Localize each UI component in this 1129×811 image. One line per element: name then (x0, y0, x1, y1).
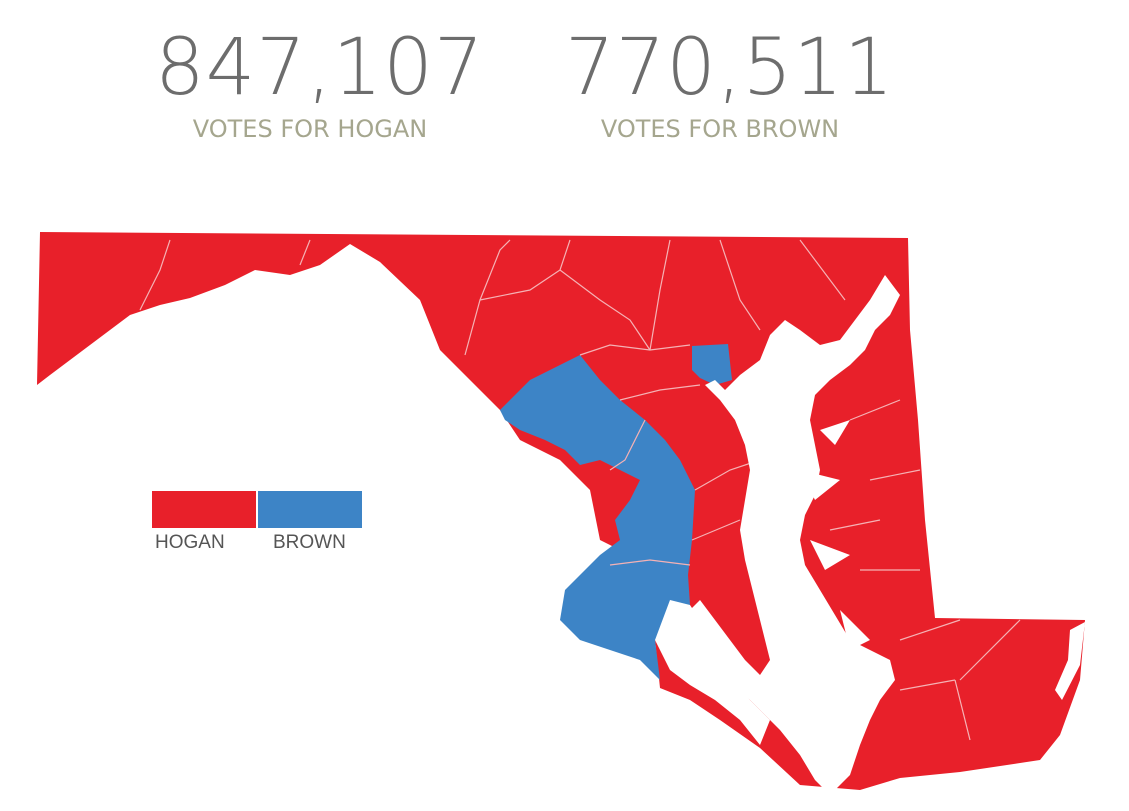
hogan-vote-label: VOTES FOR HOGAN (192, 115, 428, 143)
eastern-shore-inlet-4 (840, 610, 870, 650)
coastal-bay (1055, 622, 1085, 700)
brown-counties-south (500, 355, 695, 680)
legend-label-brown: BROWN (273, 532, 346, 553)
hogan-vote-total: 847,107 VOTES FOR HOGAN (155, 22, 485, 144)
brown-vote-count: 770,511 (565, 23, 895, 113)
chesapeake-bay (690, 275, 900, 795)
brown-vote-label: VOTES FOR BROWN (600, 115, 840, 143)
county-borders (139, 239, 1021, 741)
eastern-shore-inlet-3 (810, 540, 850, 570)
brown-county-baltimore-city (692, 344, 732, 385)
eastern-shore-inlet-2 (800, 470, 840, 500)
hogan-vote-count: 847,107 (155, 23, 485, 113)
eastern-shore-inlet-1 (820, 420, 850, 445)
legend-label-hogan: HOGAN (155, 532, 225, 553)
potomac-river (655, 600, 770, 745)
brown-vote-total: 770,511 VOTES FOR BROWN (565, 22, 895, 144)
legend-swatch-hogan (152, 491, 256, 528)
legend-swatch-brown (258, 491, 362, 528)
